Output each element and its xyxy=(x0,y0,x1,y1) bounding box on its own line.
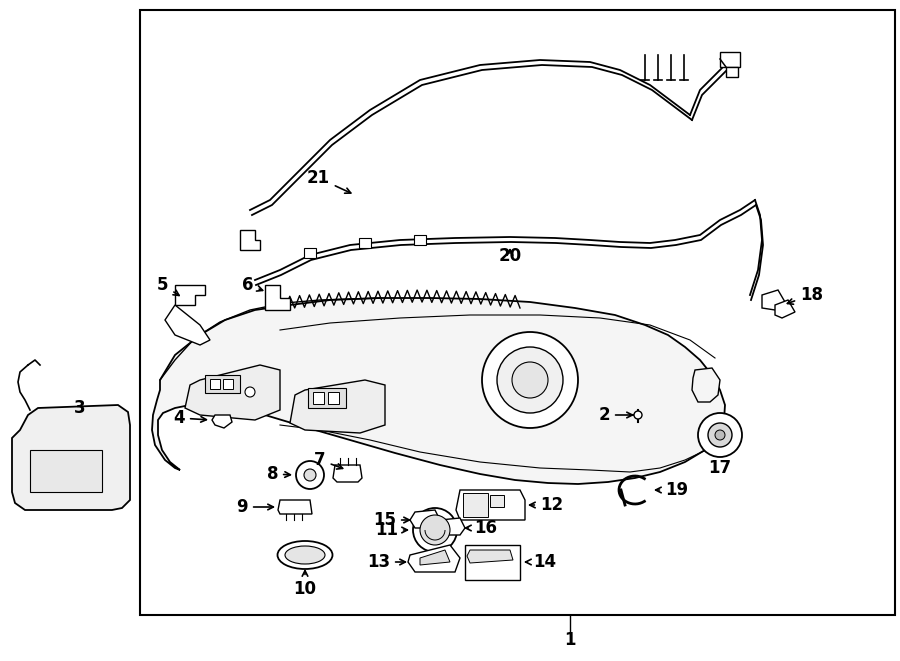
Bar xyxy=(328,392,339,404)
Bar xyxy=(726,67,738,77)
Text: 12: 12 xyxy=(529,496,563,514)
Circle shape xyxy=(413,508,457,552)
Text: 4: 4 xyxy=(174,409,206,427)
Text: 2: 2 xyxy=(598,406,633,424)
Text: 8: 8 xyxy=(266,465,291,483)
Text: 19: 19 xyxy=(655,481,688,499)
Circle shape xyxy=(634,411,642,419)
Polygon shape xyxy=(152,298,725,484)
Polygon shape xyxy=(333,465,362,482)
Circle shape xyxy=(296,461,324,489)
Text: 20: 20 xyxy=(499,247,522,265)
Text: 14: 14 xyxy=(526,553,556,571)
Circle shape xyxy=(245,387,255,397)
Polygon shape xyxy=(436,518,465,535)
Circle shape xyxy=(304,469,316,481)
Bar xyxy=(30,450,102,492)
Bar xyxy=(490,495,504,507)
Polygon shape xyxy=(175,285,205,305)
Polygon shape xyxy=(359,238,371,248)
Text: 15: 15 xyxy=(373,511,410,529)
Polygon shape xyxy=(185,365,280,420)
Text: 21: 21 xyxy=(307,169,351,193)
Text: 17: 17 xyxy=(708,459,732,477)
Text: 13: 13 xyxy=(367,553,405,571)
Circle shape xyxy=(698,413,742,457)
Bar xyxy=(720,52,740,67)
Text: 18: 18 xyxy=(788,286,823,304)
Ellipse shape xyxy=(285,546,325,564)
Text: 5: 5 xyxy=(158,276,179,295)
Ellipse shape xyxy=(277,541,332,569)
Bar xyxy=(223,379,233,389)
Polygon shape xyxy=(165,305,210,345)
Bar xyxy=(205,375,240,393)
Bar xyxy=(313,392,324,404)
Polygon shape xyxy=(212,415,232,428)
Bar xyxy=(463,493,488,517)
Polygon shape xyxy=(410,510,440,528)
Text: 16: 16 xyxy=(465,519,497,537)
Polygon shape xyxy=(762,290,785,310)
Polygon shape xyxy=(467,550,513,563)
Circle shape xyxy=(482,332,578,428)
Polygon shape xyxy=(12,405,130,510)
Text: 3: 3 xyxy=(74,399,86,417)
Polygon shape xyxy=(408,545,460,572)
Polygon shape xyxy=(456,490,525,520)
Text: 1: 1 xyxy=(564,631,576,649)
Bar xyxy=(140,10,895,615)
Bar xyxy=(465,545,520,580)
Polygon shape xyxy=(304,248,316,258)
Polygon shape xyxy=(278,500,312,514)
Circle shape xyxy=(497,347,563,413)
Bar xyxy=(210,379,220,389)
Polygon shape xyxy=(420,550,450,565)
Text: 7: 7 xyxy=(314,451,343,469)
Text: 11: 11 xyxy=(375,521,408,539)
Bar xyxy=(308,388,346,408)
Text: 10: 10 xyxy=(293,570,317,598)
Circle shape xyxy=(512,362,548,398)
Text: 9: 9 xyxy=(237,498,274,516)
Circle shape xyxy=(708,423,732,447)
Circle shape xyxy=(420,515,450,545)
Polygon shape xyxy=(290,380,385,433)
Polygon shape xyxy=(240,230,260,250)
Circle shape xyxy=(715,430,725,440)
Polygon shape xyxy=(692,368,720,402)
Polygon shape xyxy=(265,285,290,310)
Text: 6: 6 xyxy=(242,276,263,294)
Polygon shape xyxy=(414,235,426,245)
Polygon shape xyxy=(775,300,795,318)
